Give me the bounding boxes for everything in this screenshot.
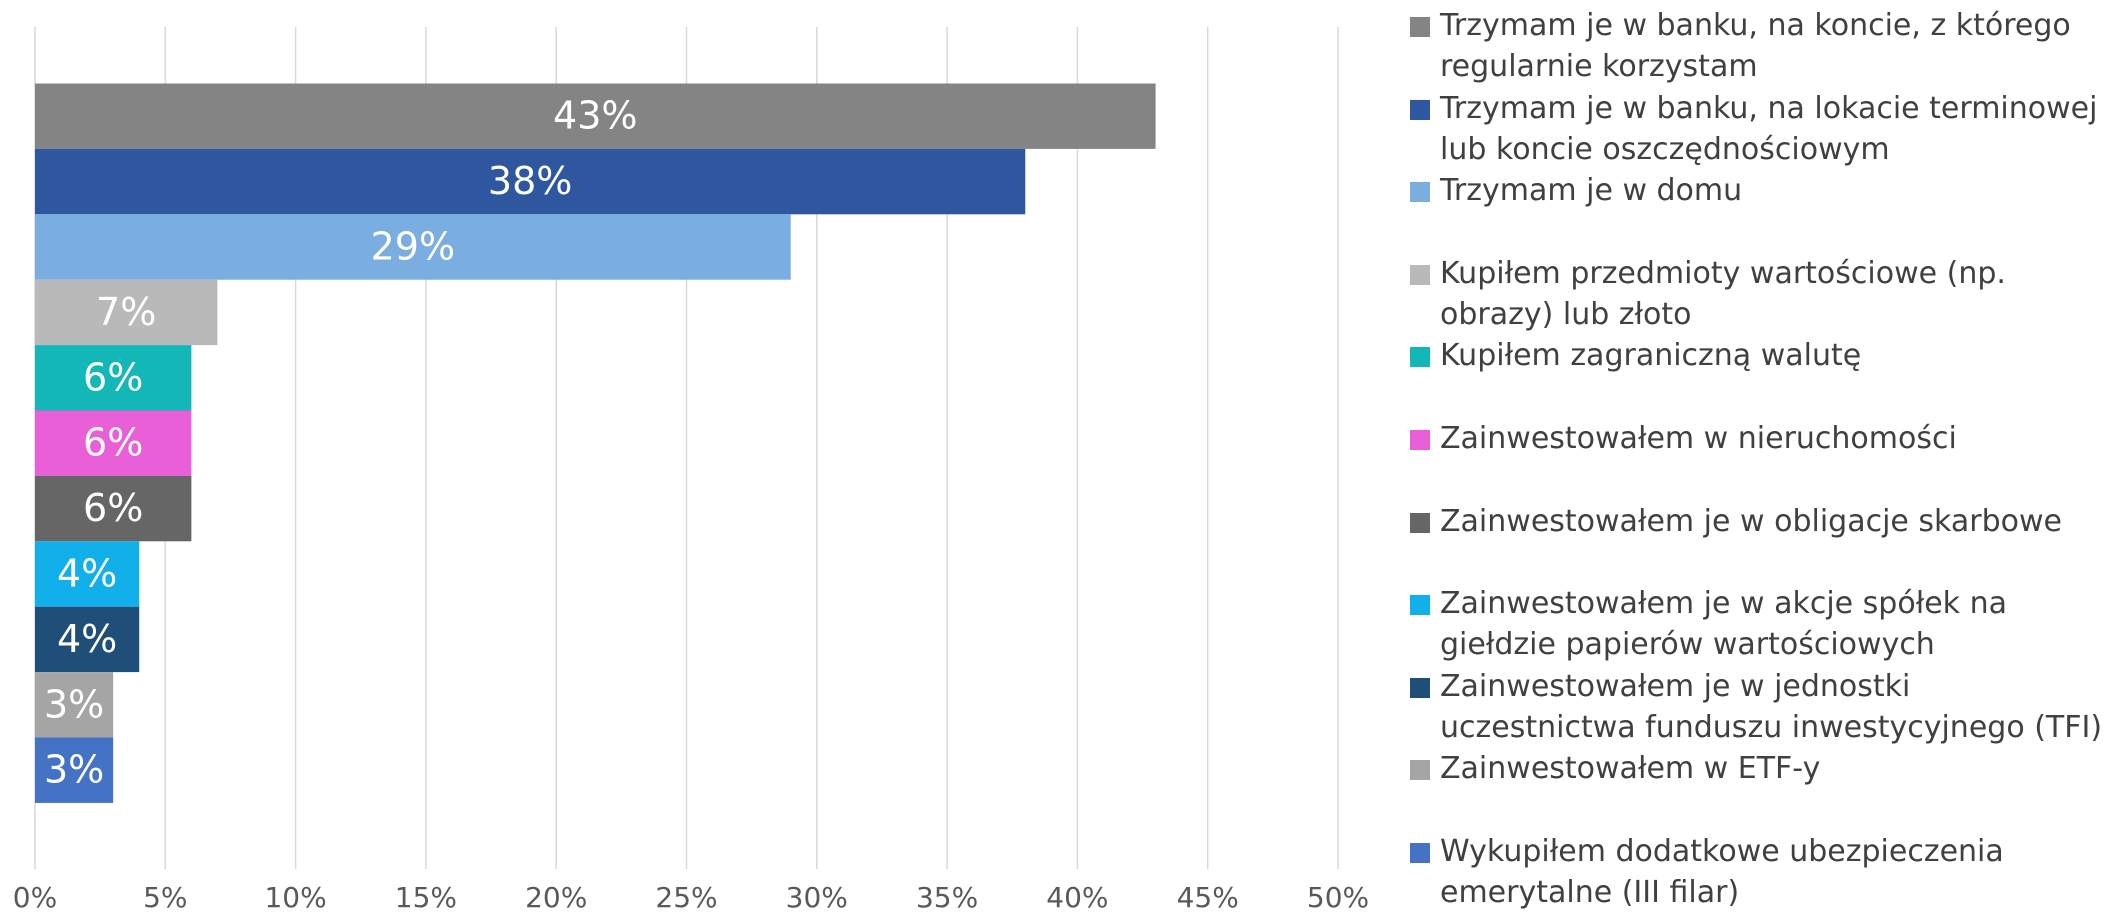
legend-swatch bbox=[1410, 347, 1430, 368]
legend-label: Zainwestowałem je w akcje spółek na gieł… bbox=[1440, 586, 2007, 663]
x-tick-label: 35% bbox=[916, 881, 978, 912]
legend-entry: Trzymam je w domu bbox=[1410, 170, 2110, 211]
legend-label: Zainwestowałem w nieruchomości bbox=[1440, 421, 1957, 456]
legend-entry: Zainwestowałem w nieruchomości bbox=[1410, 418, 2110, 459]
bar bbox=[35, 475, 192, 542]
legend-swatch bbox=[1410, 677, 1430, 698]
x-tick-label: 25% bbox=[655, 881, 717, 912]
legend-entry: Trzymam je w banku, na lokacie terminowe… bbox=[1410, 88, 2110, 170]
data-label: 6% bbox=[83, 355, 143, 399]
x-tick-label: 45% bbox=[1177, 881, 1239, 912]
bar bbox=[35, 148, 1026, 215]
data-label: 38% bbox=[488, 159, 572, 203]
data-label: 3% bbox=[44, 682, 104, 726]
legend-label: Zainwestowałem w ETF-y bbox=[1440, 751, 1821, 787]
bar bbox=[35, 410, 192, 476]
x-tick-label: 50% bbox=[1307, 881, 1369, 912]
legend-entry: Zainwestowałem je w akcje spółek na gieł… bbox=[1410, 583, 2110, 665]
bar bbox=[35, 345, 192, 411]
bar bbox=[35, 737, 114, 803]
data-label: 6% bbox=[83, 486, 143, 530]
data-label: 4% bbox=[57, 617, 117, 661]
legend-label: Zainwestowałem je w obligacje skarbowe bbox=[1440, 503, 2062, 539]
legend-entry: Kupiłem zagraniczną walutę bbox=[1410, 335, 2110, 376]
legend-swatch bbox=[1410, 182, 1430, 203]
x-tick-label: 40% bbox=[1046, 881, 1108, 912]
legend-swatch bbox=[1410, 760, 1430, 781]
data-label: 7% bbox=[96, 290, 156, 334]
legend-swatch bbox=[1410, 99, 1430, 120]
data-label: 3% bbox=[44, 748, 104, 792]
bar bbox=[35, 541, 140, 607]
legend-swatch bbox=[1410, 430, 1430, 450]
chart: 0% 5% 10% 15% 20% 25% 30% 35% 40% 45% 50% 43% 38% 29%… bbox=[13, 27, 1369, 912]
legend-swatch bbox=[1410, 843, 1430, 863]
data-label: 43% bbox=[553, 94, 637, 138]
x-tick-label: 0% bbox=[13, 881, 57, 912]
legend-swatch bbox=[1410, 264, 1430, 285]
x-tick-label: 30% bbox=[786, 881, 848, 912]
bar bbox=[35, 606, 140, 673]
bar bbox=[35, 214, 791, 280]
legend-swatch bbox=[1410, 595, 1430, 616]
data-label: 4% bbox=[57, 552, 117, 596]
legend-label: Kupiłem zagraniczną walutę bbox=[1440, 338, 1862, 374]
bar bbox=[35, 279, 218, 346]
bar bbox=[35, 83, 1156, 149]
legend-label: Trzymam je w banku, na lokacie terminowe… bbox=[1440, 90, 2098, 167]
legend-entry: Zainwestowałem je w jednostki uczestnict… bbox=[1410, 666, 2110, 748]
legend-entry: Zainwestowałem w ETF-y bbox=[1410, 748, 2110, 789]
x-tick-label: 20% bbox=[525, 881, 587, 912]
data-label: 29% bbox=[371, 225, 455, 269]
legend-label: Trzymam je w banku, na koncie, z którego… bbox=[1440, 8, 2071, 84]
legend-swatch bbox=[1410, 512, 1430, 533]
x-tick-label: 5% bbox=[143, 881, 187, 912]
legend-entry: Trzymam je w banku, na koncie, z którego… bbox=[1410, 5, 2110, 87]
legend-label: Zainwestowałem je w jednostki uczestnict… bbox=[1440, 668, 2103, 745]
legend-label: Trzymam je w domu bbox=[1440, 173, 1743, 209]
x-tick-label: 10% bbox=[264, 881, 326, 912]
legend-entry: Wykupiłem dodatkowe ubezpieczenia emeryt… bbox=[1410, 831, 2110, 912]
legend-label: Wykupiłem dodatkowe ubezpieczenia emeryt… bbox=[1440, 834, 2004, 910]
legend-entry: Kupiłem przedmioty wartościowe (np. obra… bbox=[1410, 253, 2110, 335]
legend-entry: Zainwestowałem je w obligacje skarbowe bbox=[1410, 501, 2110, 542]
data-label: 6% bbox=[83, 421, 143, 465]
x-tick-label: 15% bbox=[395, 881, 457, 912]
bar bbox=[35, 672, 114, 738]
legend-label: Kupiłem przedmioty wartościowe (np. obra… bbox=[1440, 255, 2006, 332]
legend-swatch bbox=[1410, 17, 1430, 37]
